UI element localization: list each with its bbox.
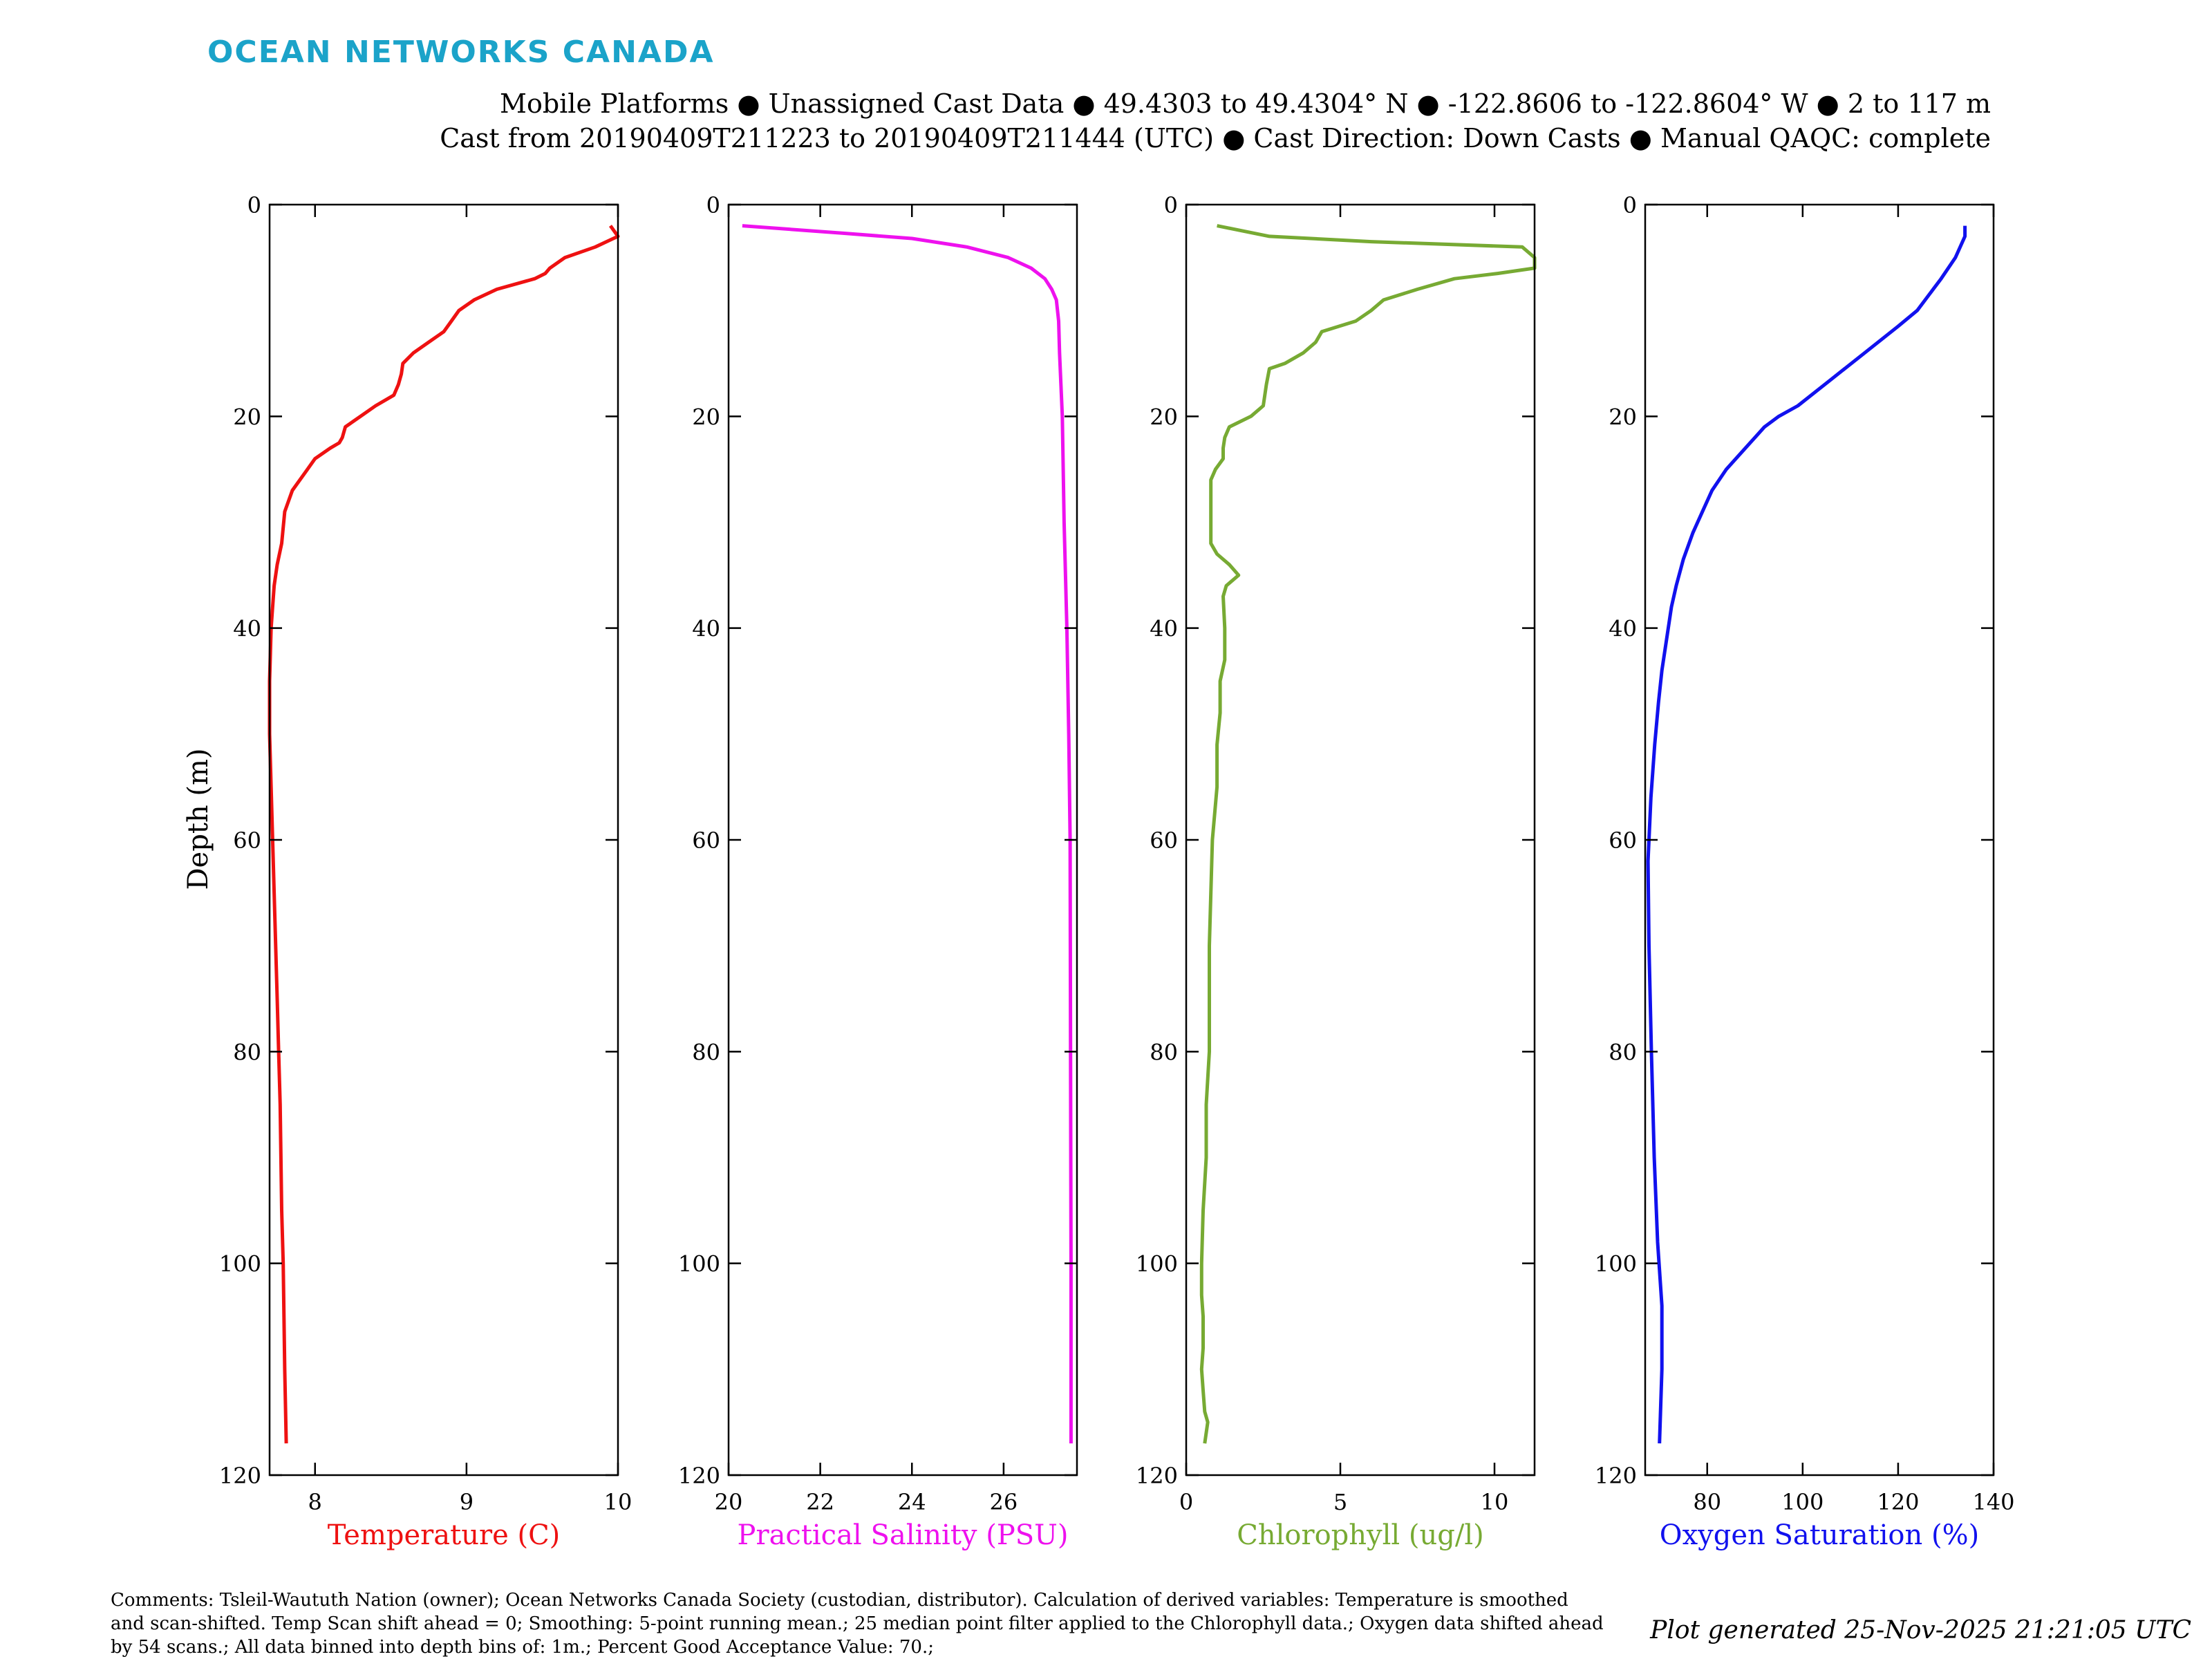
- y-axis-label: Depth (m): [182, 748, 214, 890]
- y-tick-label: 120: [219, 1463, 261, 1489]
- y-tick-label: 100: [678, 1251, 720, 1277]
- brand-logo: OCEAN NETWORKS CANADA: [207, 35, 715, 70]
- y-tick-label: 60: [233, 827, 261, 854]
- x-axis-label-4: Oxygen Saturation (%): [1660, 1519, 1979, 1551]
- plot-frame-2: [727, 203, 1078, 1477]
- y-tick-label: 40: [692, 616, 720, 642]
- y-tick-label: 120: [1595, 1463, 1637, 1489]
- y-tick-label: 60: [1150, 827, 1178, 854]
- cast-info-line-2: Cast from 20190409T211223 to 20190409T21…: [440, 123, 1991, 153]
- plot-frame-4: [1644, 203, 1995, 1477]
- y-tick-label: 120: [678, 1463, 720, 1489]
- x-tick-label: 20: [715, 1489, 743, 1515]
- y-tick-label: 40: [1150, 616, 1178, 642]
- x-tick-label: 9: [460, 1489, 474, 1515]
- y-tick-label: 20: [233, 404, 261, 430]
- x-axis-label-2: Practical Salinity (PSU): [738, 1519, 1069, 1551]
- series-line-4: [1646, 225, 1967, 1444]
- y-tick-label: 40: [1609, 616, 1637, 642]
- plot-generated-timestamp: Plot generated 25-Nov-2025 21:21:05 UTC: [1650, 1616, 2191, 1644]
- x-tick-label: 80: [1693, 1489, 1721, 1515]
- cast-info-line-1: Mobile Platforms ● Unassigned Cast Data …: [500, 88, 1991, 119]
- x-tick-label: 100: [1781, 1489, 1824, 1515]
- y-tick-label: 20: [692, 404, 720, 430]
- y-tick-label: 80: [233, 1039, 261, 1065]
- x-tick-label: 120: [1877, 1489, 1919, 1515]
- x-tick-label: 24: [898, 1489, 926, 1515]
- x-tick-label: 8: [308, 1489, 322, 1515]
- y-tick-label: 100: [219, 1251, 261, 1277]
- x-tick-label: 22: [806, 1489, 834, 1515]
- x-tick-label: 0: [1179, 1489, 1193, 1515]
- y-tick-label: 20: [1609, 404, 1637, 430]
- x-tick-label: 26: [990, 1489, 1018, 1515]
- x-tick-label: 10: [604, 1489, 632, 1515]
- y-tick-label: 80: [1150, 1039, 1178, 1065]
- y-tick-label: 0: [1623, 192, 1637, 218]
- series-line-2: [742, 224, 1073, 1444]
- x-tick-label: 10: [1481, 1489, 1509, 1515]
- x-axis-label-3: Chlorophyll (ug/l): [1237, 1519, 1484, 1551]
- y-tick-label: 0: [247, 192, 261, 218]
- y-tick-label: 60: [692, 827, 720, 854]
- y-tick-label: 100: [1595, 1251, 1637, 1277]
- comments-text: Comments: Tsleil-Waututh Nation (owner);…: [111, 1590, 1604, 1658]
- y-tick-label: 40: [233, 616, 261, 642]
- y-tick-label: 0: [1164, 192, 1178, 218]
- series-line-3: [1199, 224, 1537, 1444]
- x-tick-label: 140: [1972, 1489, 2014, 1515]
- y-tick-label: 20: [1150, 404, 1178, 430]
- series-line-1: [268, 225, 620, 1444]
- plot-frame-1: [268, 203, 619, 1477]
- y-tick-label: 0: [706, 192, 720, 218]
- x-tick-label: 5: [1333, 1489, 1347, 1515]
- y-tick-label: 120: [1136, 1463, 1178, 1489]
- plot-frame-3: [1185, 203, 1536, 1477]
- y-tick-label: 80: [1609, 1039, 1637, 1065]
- y-tick-label: 100: [1136, 1251, 1178, 1277]
- y-tick-label: 80: [692, 1039, 720, 1065]
- x-axis-label-1: Temperature (C): [328, 1519, 561, 1551]
- y-tick-label: 60: [1609, 827, 1637, 854]
